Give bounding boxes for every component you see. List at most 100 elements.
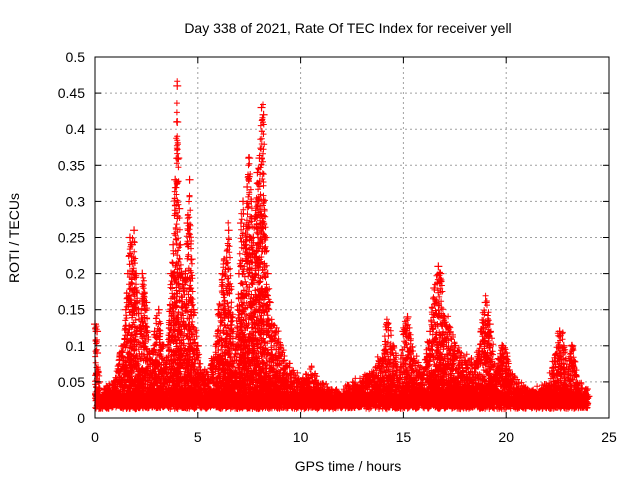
tick-labels: 0 0.05 0.1 0.15 0.2 0.25 0.3 0.35 0.4 0.45 0.5 0 5 10… <box>58 49 617 445</box>
data-point <box>93 349 102 358</box>
y-tick-label: 0 <box>77 410 85 426</box>
data-point <box>265 298 274 307</box>
data-point <box>179 284 188 293</box>
data-point <box>382 320 391 329</box>
data-point <box>107 392 116 401</box>
data-point <box>506 370 515 379</box>
data-point <box>130 226 139 235</box>
data-point <box>426 327 435 336</box>
y-tick-label: 0.45 <box>58 85 85 101</box>
data-point <box>434 262 443 271</box>
data-point <box>286 370 295 379</box>
data-point <box>247 197 256 206</box>
data-point <box>255 154 264 163</box>
axis-ticks <box>94 56 610 419</box>
data-point <box>175 204 184 213</box>
data-point <box>111 377 120 386</box>
data-point <box>204 370 213 379</box>
data-point <box>123 269 132 278</box>
y-tick-label: 0.2 <box>66 266 86 282</box>
data-point <box>249 233 258 242</box>
data-point <box>174 154 183 163</box>
data-point <box>93 327 102 336</box>
data-point <box>224 226 233 235</box>
data-point <box>176 240 185 249</box>
data-point <box>189 305 198 314</box>
x-tick-label: 0 <box>91 429 99 445</box>
data-point <box>193 341 202 350</box>
data-point <box>173 81 182 90</box>
data-point <box>327 392 336 401</box>
data-points <box>91 81 593 408</box>
data-point <box>403 312 412 321</box>
data-point <box>251 211 260 220</box>
data-point <box>549 363 558 372</box>
data-point <box>210 356 219 365</box>
data-point <box>368 370 377 379</box>
y-tick-label: 0.25 <box>58 230 85 246</box>
y-axis-label: ROTI / TECUs <box>6 193 22 283</box>
data-point <box>259 110 268 119</box>
data-point <box>241 240 250 249</box>
y-tick-label: 0.15 <box>58 302 85 318</box>
chart-title: Day 338 of 2021, Rate Of TEC Index for r… <box>184 20 511 36</box>
data-point <box>276 341 285 350</box>
data-point <box>239 197 248 206</box>
data-point <box>358 377 367 386</box>
data-point <box>119 341 128 350</box>
data-point <box>271 327 280 336</box>
data-point <box>257 103 266 112</box>
data-point <box>230 356 239 365</box>
data-point <box>138 269 147 278</box>
data-point <box>162 356 171 365</box>
data-point <box>267 320 276 329</box>
data-point <box>183 219 192 228</box>
data-point <box>185 175 194 184</box>
data-point <box>253 168 262 177</box>
data-point <box>121 305 130 314</box>
data-point <box>395 377 404 386</box>
data-point <box>481 298 490 307</box>
data-point <box>399 327 408 336</box>
data-point <box>409 356 418 365</box>
y-tick-label: 0.3 <box>66 193 86 209</box>
data-point <box>181 269 190 278</box>
data-point <box>436 269 445 278</box>
data-point <box>378 356 387 365</box>
data-point <box>555 327 564 336</box>
data-point <box>234 269 243 278</box>
data-point <box>136 327 145 336</box>
data-point <box>485 320 494 329</box>
data-point <box>187 255 196 264</box>
data-point <box>296 385 305 394</box>
x-axis-label: GPS time / hours <box>295 458 402 474</box>
data-point <box>171 175 180 184</box>
x-tick-label: 10 <box>293 429 309 445</box>
data-point <box>93 392 102 401</box>
data-point <box>142 298 151 307</box>
data-point <box>167 269 176 278</box>
data-point <box>97 399 106 408</box>
data-point <box>389 341 398 350</box>
y-tick-label: 0.35 <box>58 157 85 173</box>
data-point <box>243 182 252 191</box>
data-point <box>292 377 301 386</box>
data-point <box>128 240 137 249</box>
data-point <box>154 305 163 314</box>
y-tick-label: 0.4 <box>66 121 86 137</box>
data-point <box>348 385 356 394</box>
data-point <box>440 312 449 321</box>
data-point <box>512 385 521 394</box>
data-point <box>559 341 568 350</box>
data-point <box>317 385 326 394</box>
data-point <box>146 356 155 365</box>
data-point <box>450 341 459 350</box>
y-tick-label: 0.5 <box>66 49 86 65</box>
x-tick-label: 20 <box>498 429 514 445</box>
x-tick-label: 25 <box>601 429 617 445</box>
data-point <box>502 349 511 358</box>
data-point <box>419 370 428 379</box>
data-point <box>306 370 315 379</box>
y-tick-label: 0.1 <box>66 338 86 354</box>
data-point <box>169 240 178 249</box>
